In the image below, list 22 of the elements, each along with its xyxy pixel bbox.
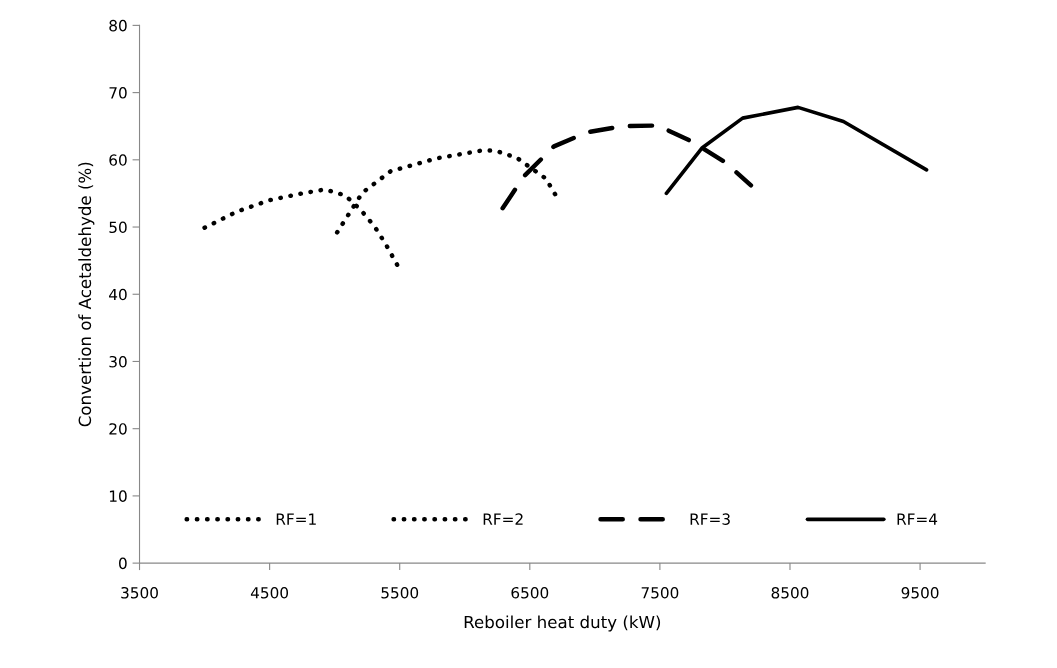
x-tick-label: 4500 [250,587,289,599]
y-tick-label: 20 [109,423,127,435]
y-tick-label: 80 [109,19,127,32]
y-tick-label: 50 [109,221,127,234]
x-axis-title: Reboiler heat duty (kW) [464,615,661,632]
y-tick-label: 30 [109,355,127,368]
y-tick-label: 40 [109,288,127,301]
x-tick-label: 6500 [511,587,549,599]
legend-label: RF=3 [690,513,730,525]
x-tick-label: 8500 [771,587,809,599]
y-tick-label: 60 [109,154,127,166]
x-tick-label: 7500 [641,587,679,599]
legend-label: RF=4 [897,513,938,525]
y-tick-label: 70 [109,87,127,99]
x-tick-label: 5500 [381,587,419,599]
y-tick-label: 10 [109,490,127,502]
legend-label: RF=2 [483,513,523,525]
x-tick-label: 3500 [121,587,158,599]
x-tick-label: 9500 [901,587,939,599]
y-axis-title: Convertion of Acetaldehyde (%) [78,162,95,427]
y-tick-label: 0 [119,557,127,570]
legend-label: RF=1 [276,513,316,525]
